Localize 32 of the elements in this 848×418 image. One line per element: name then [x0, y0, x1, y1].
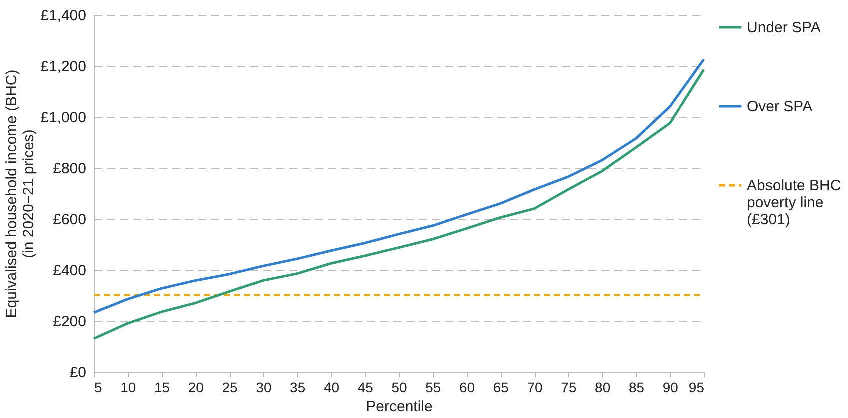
x-tick-label: 25 [222, 380, 238, 396]
x-tick-label: 5 [94, 380, 102, 396]
y-tick-label: £800 [53, 160, 86, 178]
x-tick-label: 65 [493, 380, 510, 396]
x-tick-label: 85 [628, 380, 645, 396]
legend-label: Over SPA [747, 98, 813, 116]
y-tick-label: £0 [70, 364, 86, 382]
x-tick-label: 95 [688, 380, 705, 396]
x-tick-label: 10 [120, 380, 136, 396]
y-axis-title: Equivalised household income (BHC) (in 2020−21 prices) [4, 70, 38, 318]
x-tick-label: 60 [459, 380, 476, 396]
y-tick-label: £1,400 [40, 8, 86, 24]
x-tick-label: 30 [256, 380, 272, 396]
legend-label: Absolute BHC poverty line (£301) [747, 178, 842, 228]
y-tick-label: £1,000 [40, 110, 86, 126]
y-tick-label: £1,200 [40, 58, 86, 76]
y-tick-label: £400 [53, 262, 86, 280]
x-tick-label: 45 [358, 380, 374, 396]
x-tick-label: 15 [154, 380, 170, 396]
x-tick-label: 20 [188, 380, 204, 396]
x-tick-label: 55 [426, 380, 442, 396]
y-tick-label: £600 [53, 212, 86, 228]
legend-label: Under SPA [747, 20, 821, 36]
x-axis-title: Percentile [366, 398, 433, 416]
x-tick-label: 50 [392, 380, 408, 396]
x-tick-label: 35 [290, 380, 306, 396]
x-tick-label: 75 [561, 380, 577, 396]
x-tick-label: 80 [595, 380, 611, 396]
y-tick-label: £200 [53, 314, 86, 330]
x-tick-label: 90 [662, 380, 679, 396]
x-tick-label: 70 [527, 380, 544, 396]
x-tick-label: 40 [324, 380, 340, 396]
